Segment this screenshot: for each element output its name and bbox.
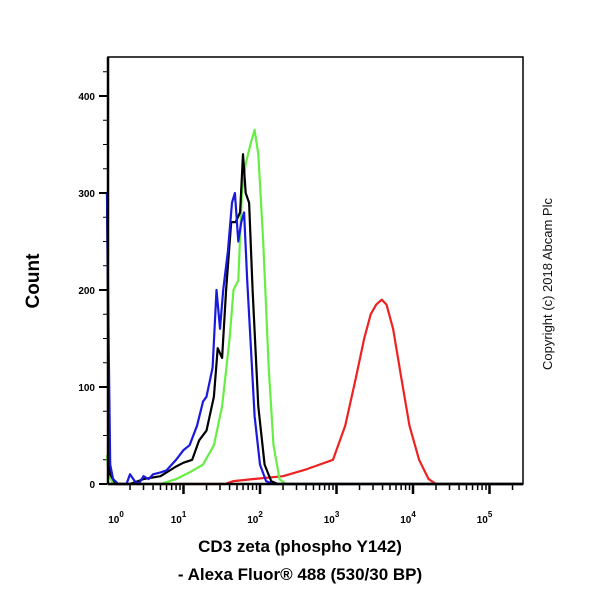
x-tick-label: 103: [324, 510, 340, 526]
y-tick-label: 400: [78, 92, 95, 103]
copyright-text: Copyright (c) 2018 Abcam Plc: [540, 198, 555, 370]
x-tick-exponent: 0: [119, 510, 124, 519]
y-axis-label: Count: [23, 253, 44, 309]
x-tick-exponent: 4: [411, 510, 416, 519]
y-tick-label: 300: [78, 189, 95, 200]
x-tick-base: 10: [171, 515, 183, 526]
x-tick-exponent: 1: [182, 510, 187, 519]
x-axis-label-line2: - Alexa Fluor® 488 (530/30 BP): [177, 565, 423, 584]
x-tick-base: 10: [108, 515, 120, 526]
x-tick-label: 100: [108, 510, 124, 526]
x-tick-base: 10: [400, 515, 412, 526]
y-tick-label: 0: [89, 480, 95, 491]
histogram-series-0: [105, 191, 523, 486]
histogram-series-2: [105, 128, 523, 486]
plot-frame: [107, 56, 524, 485]
y-tick-label: 200: [78, 286, 95, 297]
x-tick-base: 10: [324, 515, 336, 526]
x-tick-base: 10: [477, 515, 489, 526]
x-tick-exponent: 2: [258, 510, 263, 519]
histogram-series-3: [107, 298, 523, 486]
histogram-series-1: [105, 153, 523, 486]
x-tick-label: 105: [477, 510, 493, 526]
x-tick-exponent: 3: [335, 510, 340, 519]
x-tick-label: 102: [247, 510, 263, 526]
x-axis-label-line1: CD3 zeta (phospho Y142): [198, 537, 402, 556]
x-tick-label: 101: [171, 510, 187, 526]
x-tick-exponent: 5: [488, 510, 493, 519]
x-tick-label: 104: [400, 510, 416, 526]
x-tick-base: 10: [247, 515, 259, 526]
y-tick-label: 100: [78, 383, 95, 394]
